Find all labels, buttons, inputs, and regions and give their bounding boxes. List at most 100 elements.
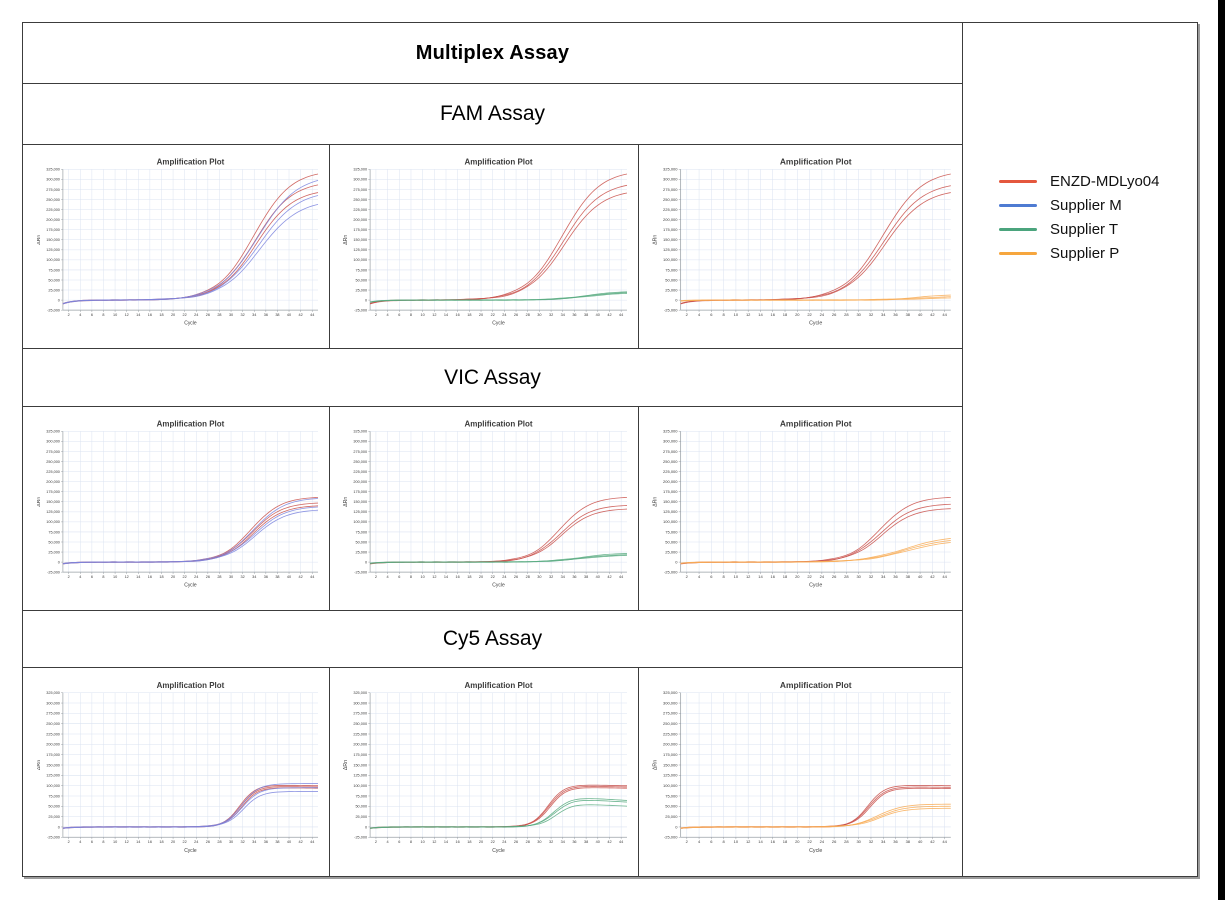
x-tick-label: 34	[561, 575, 566, 579]
y-tick-label: 50,000	[48, 804, 60, 809]
legend-item-supplier-t: Supplier T	[999, 217, 1197, 241]
section-header-cy5: Cy5 Assay	[23, 611, 962, 669]
y-tick-label: 275,000	[663, 187, 678, 192]
x-tick-label: 24	[820, 312, 825, 317]
x-tick-label: 2	[686, 839, 689, 844]
plot-title: Amplification Plot	[157, 158, 225, 167]
y-tick-label: 200,000	[46, 742, 60, 747]
x-tick-label: 36	[572, 839, 576, 844]
x-tick-label: 36	[893, 574, 898, 579]
y-tick-label: 325,000	[46, 168, 60, 172]
y-tick-label: 50,000	[665, 804, 678, 809]
y-tick-label: 325,000	[353, 168, 367, 172]
y-tick-label: 50,000	[355, 279, 367, 283]
series-curve	[370, 508, 628, 565]
y-tick-label: 0	[365, 824, 368, 829]
y-tick-label: 300,000	[46, 439, 60, 443]
amplification-plot-cell-vic-2: -25,000 0 25,000 50,000 75,000 100,000 125,000…	[330, 406, 639, 610]
x-tick-label: 42	[299, 839, 303, 844]
y-tick-label: 250,000	[663, 721, 678, 726]
y-tick-label: 300,000	[663, 701, 678, 706]
x-tick-label: 24	[502, 575, 507, 579]
y-axis-label: ΔRn	[343, 235, 349, 245]
x-tick-label: 28	[526, 313, 530, 317]
y-tick-label: 175,000	[46, 228, 60, 232]
series-curve	[62, 786, 319, 829]
x-axis-label: Cycle	[184, 848, 197, 854]
series-curve	[62, 791, 319, 829]
x-tick-label: 22	[183, 575, 187, 579]
y-tick-label: 175,000	[353, 228, 367, 232]
x-tick-label: 30	[537, 575, 541, 579]
x-tick-label: 42	[930, 574, 934, 579]
y-tick-label: 0	[675, 559, 678, 564]
x-tick-label: 28	[844, 574, 849, 579]
x-tick-label: 16	[771, 839, 776, 844]
x-tick-label: 10	[421, 839, 426, 844]
x-tick-label: 2	[68, 313, 70, 317]
y-tick-label: 300,000	[46, 178, 60, 182]
y-axis-label: ΔRn	[343, 760, 349, 770]
x-tick-label: 12	[746, 574, 750, 579]
x-tick-label: 18	[783, 312, 788, 317]
x-tick-label: 10	[113, 313, 117, 317]
x-tick-label: 32	[869, 839, 874, 844]
series-curve	[62, 783, 319, 829]
x-tick-label: 14	[758, 574, 763, 579]
x-tick-label: 20	[479, 839, 484, 844]
x-tick-label: 28	[217, 575, 221, 579]
x-tick-label: 4	[387, 839, 390, 844]
x-tick-label: 38	[584, 839, 588, 844]
x-tick-label: 18	[159, 575, 163, 579]
series-curve	[370, 554, 627, 564]
amplification-plot-cell-vic-1: -25,000 0 25,000 50,000 75,000 100,000 125,000…	[23, 406, 330, 610]
x-tick-label: 14	[758, 839, 763, 844]
y-tick-label: 150,000	[353, 500, 367, 504]
x-tick-label: 24	[194, 839, 199, 844]
x-tick-label: 40	[287, 839, 291, 844]
y-tick-label: 175,000	[46, 752, 60, 757]
x-tick-label: 8	[410, 313, 412, 317]
x-tick-label: 40	[287, 575, 291, 579]
x-tick-label: 40	[918, 312, 923, 317]
series-curve	[62, 509, 319, 565]
x-tick-label: 8	[410, 575, 412, 579]
x-tick-label: 42	[930, 312, 934, 317]
y-tick-label: 300,000	[663, 177, 678, 182]
x-tick-label: 32	[241, 839, 245, 844]
x-tick-label: 14	[444, 575, 449, 579]
x-tick-label: 42	[299, 575, 303, 579]
x-tick-label: 4	[79, 575, 82, 579]
y-tick-label: 125,000	[46, 510, 60, 514]
y-tick-label: 175,000	[353, 752, 368, 757]
y-tick-label: 25,000	[665, 288, 678, 293]
y-tick-label: 275,000	[663, 711, 678, 716]
y-tick-label: 0	[58, 560, 60, 564]
series-curve	[62, 502, 319, 564]
x-tick-label: 6	[710, 839, 713, 844]
y-tick-label: 200,000	[46, 480, 60, 484]
y-tick-label: 75,000	[665, 793, 678, 798]
y-tick-label: 150,000	[663, 762, 678, 767]
x-tick-label: 24	[502, 839, 507, 844]
y-tick-label: 150,000	[46, 238, 60, 242]
y-tick-label: 0	[365, 560, 367, 564]
x-tick-label: 30	[537, 839, 542, 844]
x-tick-label: 4	[698, 839, 701, 844]
y-tick-label: -25,000	[354, 309, 367, 313]
x-tick-label: 6	[91, 839, 93, 844]
y-tick-label: 100,000	[663, 783, 678, 788]
x-tick-label: 20	[795, 574, 800, 579]
x-tick-label: 24	[820, 574, 825, 579]
x-tick-label: 12	[432, 313, 436, 317]
series-curve	[370, 496, 628, 564]
y-tick-label: 325,000	[663, 167, 678, 172]
x-tick-label: 18	[467, 313, 471, 317]
y-tick-label: 100,000	[353, 520, 367, 524]
y-tick-label: 0	[58, 299, 60, 303]
y-tick-label: 50,000	[665, 539, 678, 544]
x-tick-label: 8	[410, 839, 412, 844]
series-curve	[369, 174, 628, 305]
x-tick-label: 10	[113, 839, 117, 844]
y-tick-label: 200,000	[663, 479, 678, 484]
